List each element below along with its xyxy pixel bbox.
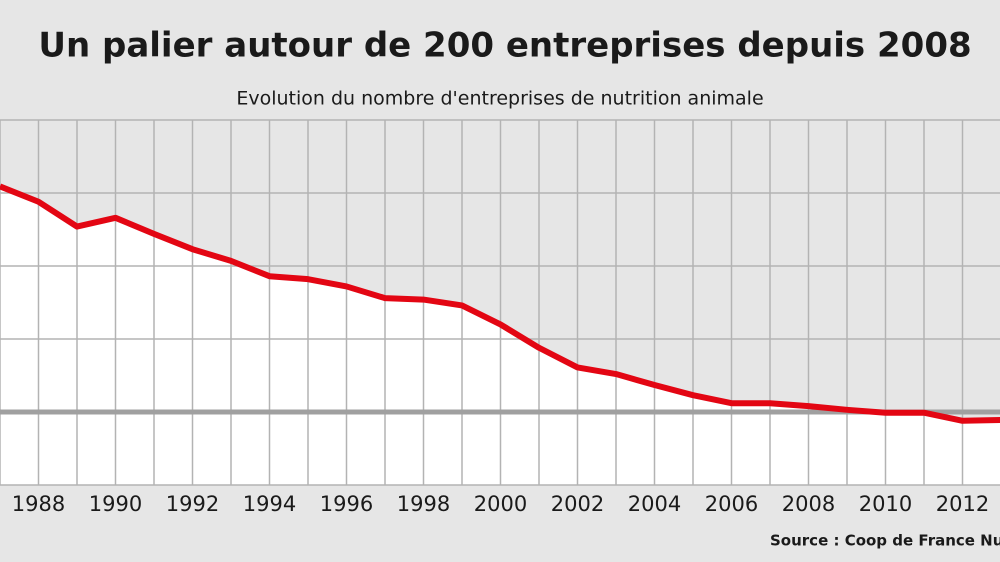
data-line [0, 183, 1000, 424]
plot-area: 1988 1990 1992 1994 1996 1998 2000 2002 2004 2006… [0, 119, 1000, 516]
x-tick-label: 2004 [628, 492, 681, 516]
x-tick-label: 2012 [936, 492, 989, 516]
chart-subtitle: Evolution du nombre d'entreprises de nut… [236, 88, 763, 110]
x-tick-label: 1990 [89, 492, 142, 516]
x-tick-label: 1994 [243, 492, 296, 516]
x-tick-label: 2002 [551, 492, 604, 516]
x-tick-label: 2008 [782, 492, 835, 516]
x-tick-label: 1988 [12, 492, 65, 516]
x-tick-label: 2000 [474, 492, 527, 516]
x-tick-label: 1992 [166, 492, 219, 516]
source-note: Source : Coop de France Nutrition Animal… [770, 532, 1000, 550]
chart-title: Un palier autour de 200 entreprises depu… [38, 26, 971, 66]
x-tick-label: 1998 [397, 492, 450, 516]
x-tick-label: 2010 [859, 492, 912, 516]
x-tick-label: 1996 [320, 492, 373, 516]
x-tick-label: 2006 [705, 492, 758, 516]
